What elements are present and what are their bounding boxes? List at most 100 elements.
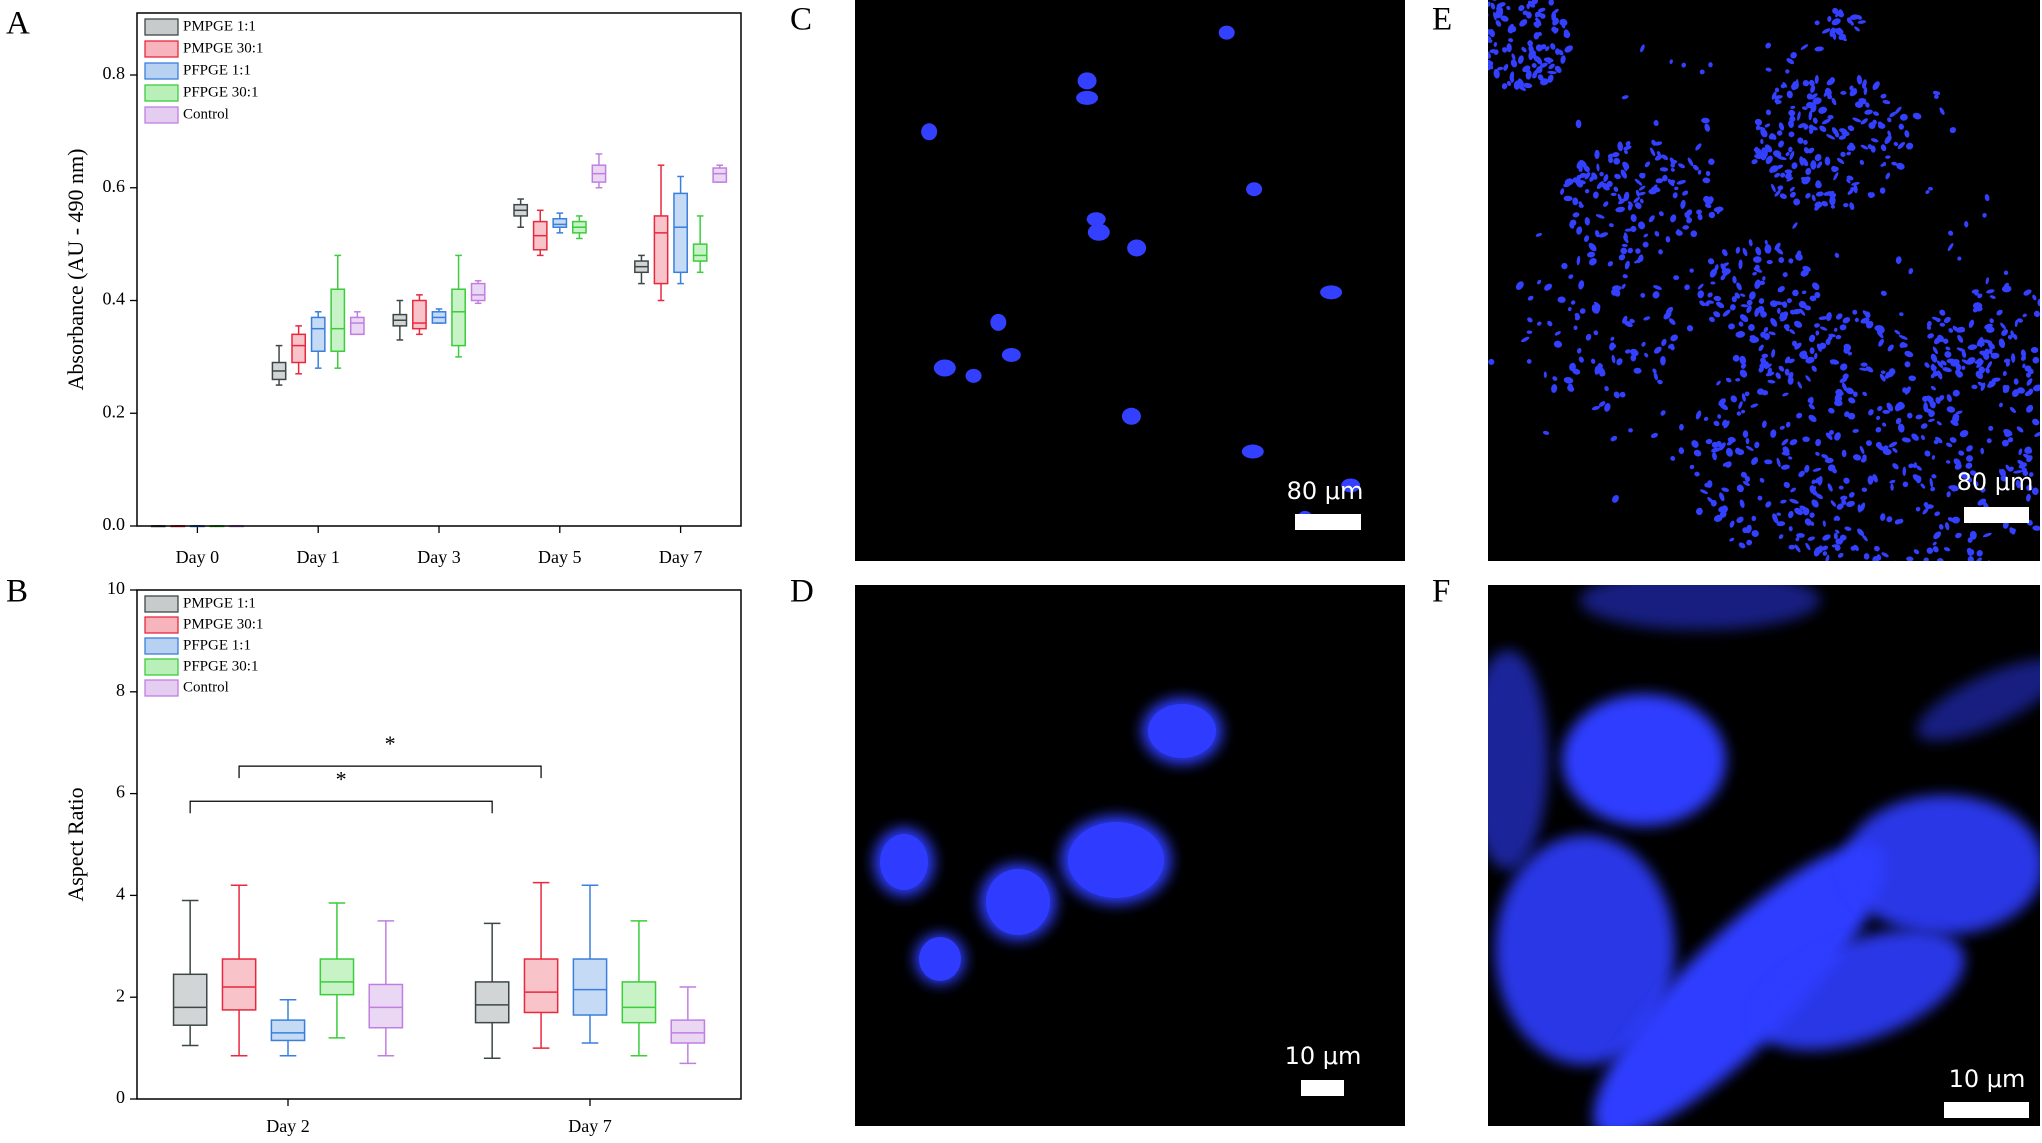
cell <box>1986 560 1991 561</box>
image-c <box>855 0 1405 561</box>
cell <box>1584 217 1590 226</box>
cell <box>1983 339 1993 344</box>
cell <box>1527 317 1533 323</box>
cell <box>1821 28 1831 34</box>
legend-label: PMPGE 30:1 <box>183 616 263 632</box>
cell <box>1853 184 1858 194</box>
cell <box>1882 422 1887 427</box>
cell <box>1859 445 1865 454</box>
cell <box>1887 130 1892 137</box>
cell <box>1890 483 1894 491</box>
cell <box>1939 309 1946 316</box>
cell <box>1880 370 1886 374</box>
cell <box>1822 545 1829 551</box>
cell <box>1814 20 1820 26</box>
legend-label: PMPGE 1:1 <box>183 18 256 34</box>
cell <box>2004 431 2011 438</box>
cell <box>1784 368 1790 376</box>
cell <box>1809 93 1818 100</box>
cell <box>1971 384 1978 390</box>
cell <box>1930 353 1938 363</box>
cell <box>1630 348 1639 357</box>
cell <box>1777 286 1785 293</box>
cell <box>1764 363 1772 370</box>
cell <box>1751 515 1757 522</box>
cell <box>1885 172 1891 180</box>
cell <box>1779 316 1788 322</box>
scale-bar-label: 80 μm <box>1287 477 1364 505</box>
significance-bracket <box>238 765 542 779</box>
cell <box>1622 161 1630 170</box>
cell <box>1842 317 1851 324</box>
cell <box>1880 93 1887 99</box>
cell <box>1824 156 1831 166</box>
cell <box>1980 447 1985 455</box>
cell <box>1794 507 1803 516</box>
cell <box>1877 121 1884 127</box>
cell <box>1862 79 1867 89</box>
cell <box>1805 375 1811 382</box>
cell <box>1846 144 1854 151</box>
cell <box>1872 111 1880 116</box>
cell <box>1757 388 1765 395</box>
cell <box>2001 439 2009 447</box>
cell <box>1824 457 1834 464</box>
cell <box>1703 416 1709 421</box>
cell <box>1506 43 1512 53</box>
cell <box>1842 129 1848 136</box>
cell <box>1776 512 1782 516</box>
cell <box>1857 528 1865 536</box>
cell <box>2024 446 2032 454</box>
cell <box>1899 113 1908 121</box>
x-tick-label: Day 3 <box>417 547 461 567</box>
cell <box>1724 268 1731 274</box>
cell <box>1788 120 1794 128</box>
cell <box>1765 67 1772 72</box>
cell <box>1480 70 1486 75</box>
y-tick-label: 10 <box>107 578 125 598</box>
cell <box>1836 157 1845 165</box>
cell <box>1841 499 1847 505</box>
cell <box>1934 511 1940 517</box>
cell <box>1924 450 1931 457</box>
cell <box>1803 147 1810 154</box>
cell <box>1797 111 1801 121</box>
cell <box>1551 384 1558 393</box>
cell <box>1554 331 1561 336</box>
cell <box>1926 325 1932 330</box>
cell <box>1794 342 1802 350</box>
cell <box>2002 385 2010 394</box>
cell <box>1584 172 1591 180</box>
cell <box>1899 312 1904 317</box>
cell <box>1815 330 1820 336</box>
cell <box>1818 316 1828 320</box>
cell <box>1712 452 1717 461</box>
cell <box>1766 259 1773 265</box>
cell <box>1578 280 1585 290</box>
cell <box>1735 447 1741 455</box>
cell <box>1838 134 1847 140</box>
cell <box>2032 356 2040 364</box>
cell <box>1604 403 1611 412</box>
cell <box>1954 463 1962 470</box>
cell <box>1835 313 1843 320</box>
cell <box>1998 468 2003 477</box>
cell <box>1786 298 1792 304</box>
cell <box>1827 483 1833 492</box>
cell <box>1897 401 1905 410</box>
cell <box>1848 491 1855 498</box>
cell <box>1991 377 2001 382</box>
cell <box>1833 327 1838 332</box>
cell <box>1697 290 1704 299</box>
cell <box>1830 500 1837 507</box>
cell <box>1625 141 1631 147</box>
cell <box>1867 192 1874 199</box>
cell <box>1850 90 1858 97</box>
cell <box>1908 268 1914 275</box>
cell <box>2017 387 2025 394</box>
cell <box>1856 74 1863 85</box>
cell <box>1782 272 1788 278</box>
cell <box>1789 498 1799 504</box>
cell <box>1508 38 1514 43</box>
y-tick-label: 0.0 <box>103 514 126 534</box>
